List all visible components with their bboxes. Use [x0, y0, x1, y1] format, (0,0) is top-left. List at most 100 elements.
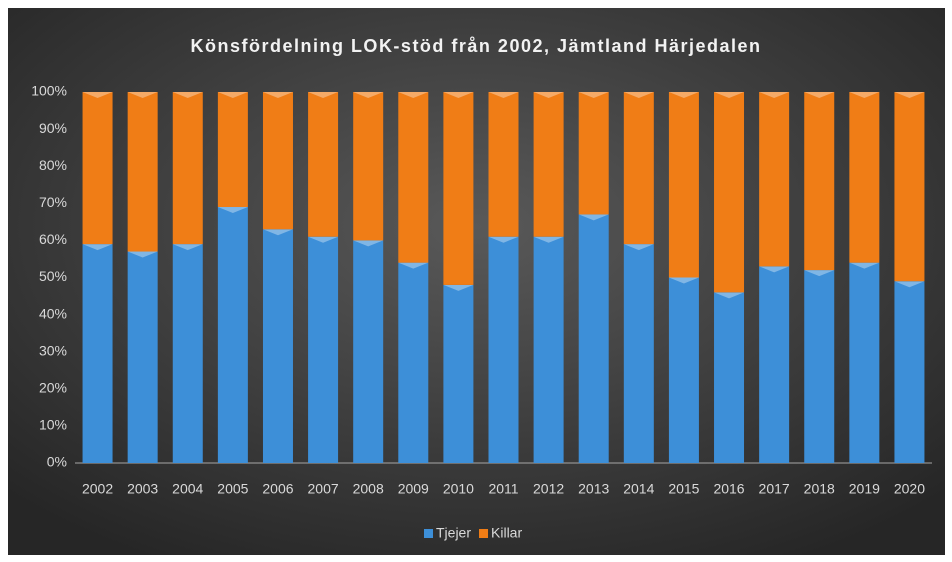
x-tick-label: 2008: [353, 481, 384, 497]
x-tick-label: 2004: [172, 481, 203, 497]
y-tick-label: 0%: [47, 454, 67, 470]
y-tick-label: 100%: [31, 83, 67, 99]
bar-bevel: [398, 262, 429, 269]
bar-bevel: [308, 92, 339, 98]
y-tick-label: 60%: [39, 231, 67, 247]
bar-bevel: [759, 266, 790, 273]
y-tick-label: 20%: [39, 380, 67, 396]
bar-bevel: [172, 244, 203, 251]
bar-segment: [353, 240, 384, 463]
x-tick-label: 2011: [488, 481, 518, 497]
bar-bevel: [443, 92, 474, 98]
x-tick-label: 2015: [668, 481, 699, 497]
bar-bevel: [127, 251, 158, 258]
bar-segment: [82, 244, 113, 463]
bar-segment: [668, 92, 699, 278]
bar-bevel: [82, 244, 113, 251]
y-tick-label: 90%: [39, 120, 67, 136]
bar-segment: [714, 92, 745, 293]
bar-bevel: [353, 92, 384, 98]
bar-segment: [488, 236, 519, 463]
bar-bevel: [533, 92, 564, 98]
x-tick-label: 2007: [308, 481, 339, 497]
x-tick-label: 2009: [398, 481, 429, 497]
bar-bevel: [894, 92, 925, 98]
bar-bevel: [533, 236, 564, 243]
x-tick-label: 2010: [443, 481, 474, 497]
bar-bevel: [668, 92, 699, 98]
bar-segment: [308, 92, 339, 237]
bar-segment: [849, 92, 880, 263]
bar-bevel: [262, 229, 293, 236]
bar-segment: [172, 244, 203, 463]
x-tick-label: 2003: [127, 481, 158, 497]
bar-segment: [894, 92, 925, 282]
bar-bevel: [308, 236, 339, 243]
bar-segment: [578, 92, 609, 215]
bar-bevel: [623, 92, 654, 98]
legend-swatch: [424, 529, 433, 538]
bar-bevel: [353, 240, 384, 247]
bar-segment: [353, 92, 384, 241]
bar-bevel: [623, 244, 654, 251]
bar-segment: [443, 92, 474, 285]
bar-bevel: [849, 262, 880, 269]
bar-segment: [217, 207, 248, 463]
bar-segment: [82, 92, 113, 245]
bar-bevel: [82, 92, 113, 98]
bar-segment: [398, 262, 429, 463]
bar-segment: [127, 92, 158, 252]
bar-bevel: [488, 236, 519, 243]
bar-bevel: [398, 92, 429, 98]
bar-segment: [668, 277, 699, 463]
x-tick-label: 2016: [713, 481, 744, 497]
bar-bevel: [578, 214, 609, 221]
bar-bevel: [804, 270, 835, 277]
bar-segment: [443, 284, 474, 463]
bar-segment: [533, 92, 564, 237]
bar-segment: [172, 92, 203, 245]
bar-segment: [217, 92, 248, 208]
x-tick-label: 2006: [262, 481, 293, 497]
bar-bevel: [578, 92, 609, 98]
chart-title: Könsfördelning LOK-stöd från 2002, Jämtl…: [190, 36, 761, 56]
y-tick-label: 70%: [39, 194, 67, 210]
bar-segment: [127, 251, 158, 463]
legend-label: Tjejer: [436, 525, 471, 541]
x-tick-label: 2020: [894, 481, 925, 497]
bar-segment: [804, 270, 835, 463]
legend-swatch: [479, 529, 489, 538]
y-tick-label: 40%: [39, 305, 67, 321]
y-tick-label: 10%: [39, 417, 67, 433]
bar-segment: [398, 92, 429, 263]
bar-segment: [578, 214, 609, 463]
bar-bevel: [127, 92, 158, 98]
bar-bevel: [804, 92, 835, 98]
x-tick-label: 2018: [804, 481, 835, 497]
bar-segment: [804, 92, 835, 271]
bar-segment: [623, 92, 654, 245]
x-tick-label: 2017: [759, 481, 790, 497]
bar-segment: [849, 262, 880, 463]
bar-bevel: [894, 281, 925, 288]
y-tick-label: 30%: [39, 342, 67, 358]
bar-bevel: [488, 92, 519, 98]
bar-bevel: [443, 284, 474, 291]
bar-segment: [759, 266, 790, 463]
bar-bevel: [849, 92, 880, 98]
bar-bevel: [172, 92, 203, 98]
bar-segment: [623, 244, 654, 463]
bar-segment: [262, 92, 293, 230]
bar-bevel: [668, 277, 699, 284]
x-tick-label: 2002: [82, 481, 113, 497]
x-tick-label: 2013: [578, 481, 609, 497]
y-tick-label: 80%: [39, 157, 67, 173]
bar-bevel: [759, 92, 790, 98]
x-tick-label: 2019: [849, 481, 880, 497]
bar-segment: [308, 236, 339, 463]
bar-bevel: [714, 292, 745, 299]
x-tick-label: 2005: [217, 481, 248, 497]
y-tick-label: 50%: [39, 268, 67, 284]
bar-segment: [894, 281, 925, 463]
